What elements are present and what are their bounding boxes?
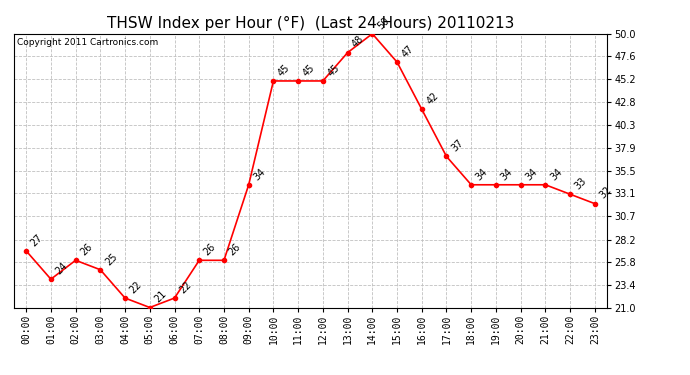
Title: THSW Index per Hour (°F)  (Last 24 Hours) 20110213: THSW Index per Hour (°F) (Last 24 Hours)… <box>107 16 514 31</box>
Text: 34: 34 <box>251 166 267 182</box>
Text: 32: 32 <box>598 185 613 201</box>
Text: 26: 26 <box>227 242 243 258</box>
Text: 42: 42 <box>424 91 440 106</box>
Text: 34: 34 <box>474 166 490 182</box>
Text: 26: 26 <box>202 242 218 258</box>
Text: 22: 22 <box>177 279 193 295</box>
Text: 33: 33 <box>573 176 589 192</box>
Text: 45: 45 <box>301 62 317 78</box>
Text: 22: 22 <box>128 279 144 295</box>
Text: 24: 24 <box>54 261 70 276</box>
Text: 45: 45 <box>326 62 342 78</box>
Text: Copyright 2011 Cartronics.com: Copyright 2011 Cartronics.com <box>17 38 158 47</box>
Text: 48: 48 <box>351 34 366 50</box>
Text: 45: 45 <box>276 62 292 78</box>
Text: 50: 50 <box>375 15 391 31</box>
Text: 34: 34 <box>548 166 564 182</box>
Text: 34: 34 <box>524 166 539 182</box>
Text: 26: 26 <box>79 242 95 258</box>
Text: 27: 27 <box>29 232 45 248</box>
Text: 21: 21 <box>152 289 168 305</box>
Text: 34: 34 <box>499 166 515 182</box>
Text: 25: 25 <box>103 251 119 267</box>
Text: 37: 37 <box>449 138 465 154</box>
Text: 47: 47 <box>400 44 415 59</box>
